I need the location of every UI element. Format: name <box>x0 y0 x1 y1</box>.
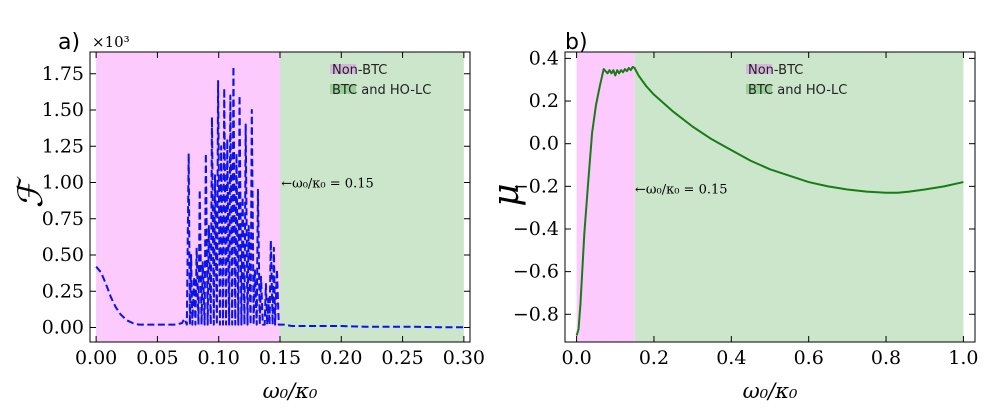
panel-b-y-axis-label: μ <box>486 183 527 206</box>
y-tick-label: 0.0 <box>529 133 559 155</box>
region-btc-and-ho-lc <box>280 52 464 342</box>
legend-swatch-non-btc <box>330 64 356 74</box>
panel-a-x-axis-label: ω₀/κ₀ <box>263 379 318 403</box>
legend-label-non-btc: Non-BTC <box>332 63 387 78</box>
x-tick-label: 0.20 <box>320 347 362 369</box>
panel-b-series <box>575 65 964 336</box>
y-tick-label: −0.4 <box>513 218 559 240</box>
y-tick-label: −0.6 <box>513 261 559 283</box>
region-non-btc <box>576 52 635 342</box>
panel-b-frame <box>564 51 976 343</box>
y-tick-label: −0.2 <box>513 175 559 197</box>
x-tick-label: 0.05 <box>136 347 178 369</box>
x-tick-label: 0.00 <box>75 347 117 369</box>
x-tick-label: 0.30 <box>443 347 485 369</box>
panel-b-x-axis-label: ω₀/κ₀ <box>743 379 798 403</box>
panel-a-ticks: 0.00 0.05 0.10 0.15 0.20 0.25 0.30 0.00 0.25 0.50… <box>42 52 485 369</box>
panel-a-multiplier: ×10³ <box>92 33 130 51</box>
y-tick-label: 1.25 <box>42 135 84 157</box>
panel-b-label: b) <box>565 30 588 55</box>
y-tick-label: 0.00 <box>42 317 84 339</box>
panel-a-label: a) <box>58 30 80 55</box>
x-tick-label: 0.10 <box>198 347 240 369</box>
panel-a: 0.00 0.05 0.10 0.15 0.20 0.25 0.30 0.00 0.25 0.50… <box>11 30 485 403</box>
x-tick-label: 0.0 <box>561 347 591 369</box>
y-tick-label: 1.50 <box>42 99 84 121</box>
panel-b: 0.0 0.2 0.4 0.6 0.8 1.0 −0.8 −0.6 −0.4 −0.2 0.0 0.2… <box>486 30 979 403</box>
x-tick-label: 1.0 <box>948 347 978 369</box>
y-tick-label: 0.50 <box>42 244 84 266</box>
y-tick-label: 1.00 <box>42 172 84 194</box>
y-tick-label: 0.4 <box>529 47 559 69</box>
x-tick-label: 0.25 <box>381 347 423 369</box>
y-tick-label: 0.75 <box>42 208 84 230</box>
panel-a-legend: Non-BTC BTC and HO-LC <box>330 63 431 98</box>
y-tick-label: 0.25 <box>42 280 84 302</box>
panel-a-series <box>95 65 464 329</box>
panel-b-annotation: ←ω₀/κ₀ = 0.15 <box>635 182 728 197</box>
x-tick-label: 0.4 <box>716 347 746 369</box>
legend-label-btc-ho-lc: BTC and HO-LC <box>332 83 431 98</box>
panel-a-regions <box>96 52 464 342</box>
x-tick-label: 0.6 <box>794 347 824 369</box>
panel-a-annotation: ←ω₀/κ₀ = 0.15 <box>281 177 374 192</box>
panel-b-legend: Non-BTC BTC and HO-LC <box>746 63 847 98</box>
legend-swatch-non-btc <box>746 64 772 74</box>
region-btc-and-ho-lc <box>634 52 964 342</box>
legend-label-btc-ho-lc: BTC and HO-LC <box>748 83 847 98</box>
y-tick-label: −0.8 <box>513 303 559 325</box>
y-tick-label: 0.2 <box>529 90 559 112</box>
x-tick-label: 0.15 <box>259 347 301 369</box>
series-line-0 <box>575 65 964 336</box>
legend-swatch-btc-ho-lc <box>746 84 772 94</box>
legend-label-non-btc: Non-BTC <box>748 63 803 78</box>
series-line-0 <box>95 65 464 329</box>
x-tick-label: 0.2 <box>639 347 669 369</box>
panel-b-ticks: 0.0 0.2 0.4 0.6 0.8 1.0 −0.8 −0.6 −0.4 −0.2 0.0 0.2… <box>513 47 979 369</box>
y-tick-label: 1.75 <box>42 63 84 85</box>
x-tick-label: 0.8 <box>871 347 901 369</box>
panel-b-regions <box>576 52 964 342</box>
legend-swatch-btc-ho-lc <box>330 84 356 94</box>
